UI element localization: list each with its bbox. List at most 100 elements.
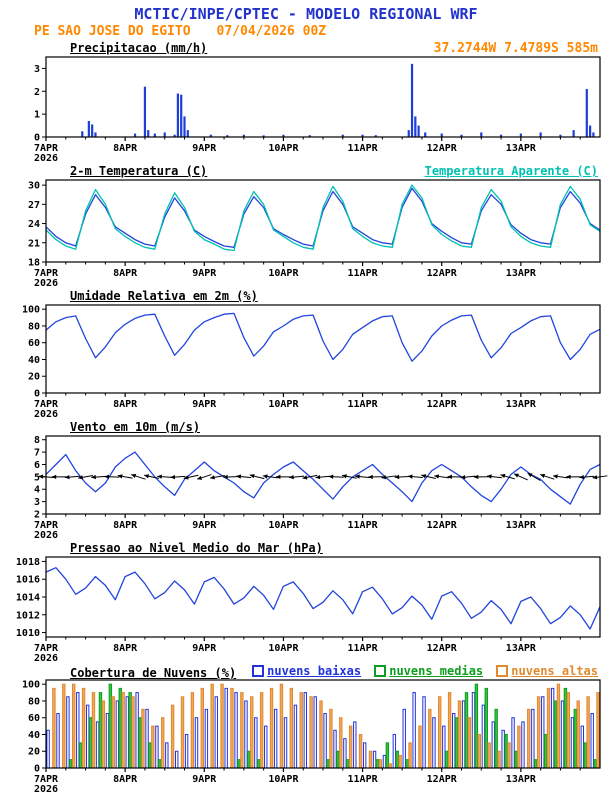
x-axis-label: 9APR	[192, 399, 217, 410]
y-axis-label: 1014	[16, 593, 40, 604]
x-axis-label: 7APR	[34, 143, 59, 154]
plot-frame	[45, 556, 601, 638]
y-axis-label: 0	[34, 133, 40, 144]
pressure-title-row: Pressao ao Nivel Medio do Mar (hPa)	[0, 539, 612, 555]
page-header: MCTIC/INPE/CPTEC - MODELO REGIONAL WRF P…	[0, 0, 612, 39]
x-axis-label: 11APR	[348, 268, 379, 279]
x-axis-sublabel: 2026	[34, 653, 58, 662]
y-axis-label: 100	[22, 680, 40, 691]
panel-title: Cobertura de Nuvens (%)	[70, 666, 237, 680]
legend-low-clouds: nuvens baixas	[252, 664, 361, 678]
x-axis-label: 10APR	[268, 774, 299, 785]
run-datetime: 07/04/2026 00Z	[216, 24, 327, 39]
x-axis-label: 11APR	[348, 643, 379, 654]
x-axis-label: 13APR	[506, 520, 537, 531]
x-axis-label: 12APR	[427, 399, 458, 410]
y-axis-label: 40	[28, 355, 40, 366]
precipitation-series	[81, 63, 595, 137]
panel-precipitation: Precipitacao (mm/h) 37.2744W 7.4789S 585…	[0, 39, 612, 162]
y-axis-label: 24	[28, 219, 40, 230]
y-axis-label: 60	[28, 338, 40, 349]
clouds-title-row: Cobertura de Nuvens (%) nuvens baixas nu…	[0, 662, 612, 680]
x-axis-label: 12APR	[427, 643, 458, 654]
x-axis-label: 8APR	[113, 399, 138, 410]
y-axis-label: 3	[34, 64, 40, 75]
low-clouds-swatch-icon	[252, 665, 265, 677]
x-axis-label: 8APR	[113, 643, 138, 654]
pressure-series	[45, 567, 601, 630]
y-axis-label: 1	[34, 110, 40, 121]
y-axis-label: 1012	[16, 610, 40, 621]
panel-temperature: 2-m Temperatura (C) Temperatura Aparente…	[0, 162, 612, 287]
x-axis-label: 13APR	[506, 643, 537, 654]
legend-label: nuvens altas	[511, 664, 598, 678]
y-axis-label: 2	[34, 510, 40, 521]
y-axis-label: 30	[28, 181, 40, 192]
x-axis-label: 12APR	[427, 268, 458, 279]
x-axis-label: 10APR	[268, 399, 299, 410]
y-axis-label: 4	[34, 485, 40, 496]
cloud-legend: nuvens baixas nuvens medias nuvens altas	[236, 664, 598, 678]
x-axis-label: 11APR	[348, 143, 379, 154]
x-axis-sublabel: 2026	[34, 409, 58, 418]
y-axis-label: 0	[34, 389, 40, 400]
x-axis-sublabel: 2026	[34, 784, 58, 792]
y-axis-label: 21	[28, 238, 40, 249]
x-axis-label: 13APR	[506, 399, 537, 410]
wind-series	[45, 451, 601, 505]
wind-direction-arrows	[38, 472, 608, 482]
legend-label: nuvens medias	[389, 664, 484, 678]
x-axis-label: 7APR	[34, 399, 59, 410]
clouds-series	[46, 683, 600, 769]
panel-title: 2-m Temperatura (C)	[70, 164, 208, 178]
y-axis-label: 80	[28, 321, 40, 332]
panel-clouds: Cobertura de Nuvens (%) nuvens baixas nu…	[0, 662, 612, 792]
x-axis-label: 10APR	[268, 268, 299, 279]
x-axis-label: 7APR	[34, 268, 59, 279]
x-axis-label: 8APR	[113, 268, 138, 279]
x-axis-label: 9APR	[192, 520, 217, 531]
plot-frame	[45, 679, 601, 769]
x-axis-sublabel: 2026	[34, 153, 58, 162]
x-axis-label: 13APR	[506, 774, 537, 785]
y-axis-label: 5	[34, 472, 40, 483]
y-axis-label: 8	[34, 435, 40, 446]
legend-mid-clouds: nuvens medias	[374, 664, 483, 678]
panel-title: Precipitacao (mm/h)	[70, 41, 208, 55]
x-axis-label: 13APR	[506, 143, 537, 154]
station-name: PE SAO JOSE DO EGITO	[34, 24, 191, 39]
x-axis-label: 12APR	[427, 774, 458, 785]
panel-pressure: Pressao ao Nivel Medio do Mar (hPa) 1010…	[0, 539, 612, 662]
y-axis: 1010 1012 1014 1016 1018	[16, 557, 46, 639]
humidity-title-row: Umidade Relativa em 2m (%)	[0, 287, 612, 303]
x-axis-label: 11APR	[348, 774, 379, 785]
y-axis-label: 20	[28, 372, 40, 383]
page-title: MCTIC/INPE/CPTEC - MODELO REGIONAL WRF	[134, 5, 478, 23]
x-axis-label: 8APR	[113, 143, 138, 154]
y-axis-label: 7	[34, 448, 40, 459]
panel-title: Pressao ao Nivel Medio do Mar (hPa)	[70, 541, 323, 555]
x-axis-label: 7APR	[34, 520, 59, 531]
plot-frame	[45, 435, 601, 515]
panel-title: Vento em 10m (m/s)	[70, 420, 201, 434]
panel-humidity: Umidade Relativa em 2m (%) 0 20 40 60 80 100 7…	[0, 287, 612, 418]
x-axis-label: 8APR	[113, 774, 138, 785]
x-axis-label: 13APR	[506, 268, 537, 279]
x-axis-label: 12APR	[427, 520, 458, 531]
panel-title: Umidade Relativa em 2m (%)	[70, 289, 258, 303]
y-axis-label: 2	[34, 87, 40, 98]
x-axis-label: 10APR	[268, 643, 299, 654]
humidity-series	[45, 312, 601, 362]
legend-label: nuvens baixas	[267, 664, 362, 678]
y-axis-label: 80	[28, 696, 40, 707]
y-axis: 0 20 40 60 80 100	[22, 680, 46, 775]
y-axis-label: 1018	[16, 557, 40, 568]
